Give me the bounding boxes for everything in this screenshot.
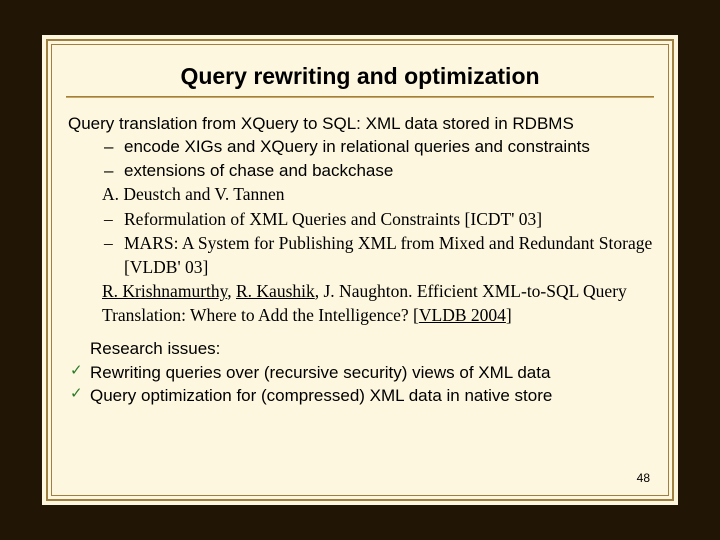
lead-line: Query translation from XQuery to SQL: XM… [68,112,656,135]
issue-text: Query optimization for (compressed) XML … [90,384,656,407]
ref-text: Reformulation of XML Queries and Constra… [124,207,656,231]
sep: , [227,281,236,301]
issue-item: ✓ Rewriting queries over (recursive secu… [68,361,656,384]
body-list: Query translation from XQuery to SQL: XM… [56,112,664,408]
slide-title: Query rewriting and optimization [56,63,664,90]
slide-frame: Query rewriting and optimization Query t… [42,35,678,505]
research-head-text: Research issues: [90,337,656,360]
ref-line-b: R. Krishnamurthy, R. Kaushik, J. Naughto… [68,279,656,327]
sub-text: extensions of chase and backchase [124,159,656,182]
check-icon: ✓ [68,361,90,382]
authors-text: A. Deustch and V. Tannen [102,182,285,206]
page-number: 48 [637,471,650,485]
title-underline [66,96,654,98]
sub-item: – encode XIGs and XQuery in relational q… [68,135,656,158]
venue-link[interactable]: VLDB 2004 [419,305,506,325]
research-head: Research issues: [68,337,656,360]
dash-bullet: – [102,207,124,231]
ref-text-b: R. Krishnamurthy, R. Kaushik, J. Naughto… [102,279,656,327]
ref-item: – Reformulation of XML Queries and Const… [68,207,656,231]
lead-text: Query translation from XQuery to SQL: XM… [68,112,656,135]
author-link[interactable]: R. Kaushik [236,281,315,301]
close-bracket: ] [506,305,512,325]
sub-text: encode XIGs and XQuery in relational que… [124,135,656,158]
spacer [68,327,656,337]
dash-bullet: – [102,159,124,182]
dash-bullet: – [102,231,124,255]
slide-content: Query rewriting and optimization Query t… [56,49,664,491]
ref-text: MARS: A System for Publishing XML from M… [124,231,656,279]
ref-item: – MARS: A System for Publishing XML from… [68,231,656,279]
issue-item: ✓ Query optimization for (compressed) XM… [68,384,656,407]
dash-bullet: – [102,135,124,158]
check-icon: ✓ [68,384,90,405]
sub-item: – extensions of chase and backchase [68,159,656,182]
issue-text: Rewriting queries over (recursive securi… [90,361,656,384]
authors-line: A. Deustch and V. Tannen [68,182,656,206]
author-link[interactable]: R. Krishnamurthy [102,281,227,301]
